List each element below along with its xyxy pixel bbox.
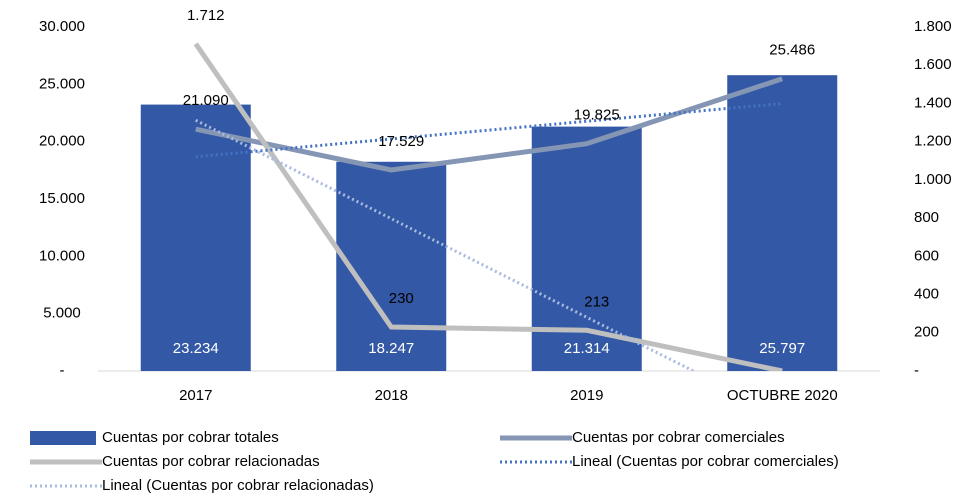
bar-label: 25.797	[759, 340, 805, 357]
y2-tick-label: 600	[914, 247, 939, 264]
line-label: 213	[584, 293, 609, 310]
y2-tick-label: -	[914, 362, 919, 379]
y-tick-label: -	[60, 362, 65, 379]
y2-tick-label: 400	[914, 286, 939, 303]
legend-swatch	[30, 431, 96, 445]
bar	[531, 126, 642, 372]
legend-item: Cuentas por cobrar relacionadas	[30, 453, 320, 470]
y-tick-label: 15.000	[39, 190, 85, 207]
x-tick-label: 2019	[570, 387, 603, 404]
x-tick-label: OCTUBRE 2020	[727, 387, 838, 404]
y2-tick-label: 1.800	[914, 18, 952, 35]
y2-tick-label: 1.200	[914, 133, 952, 150]
line	[193, 42, 783, 371]
line-label: 21.090	[183, 92, 229, 109]
legend-label: Cuentas por cobrar totales	[102, 429, 279, 446]
y-tick-label: 10.000	[39, 247, 85, 264]
line-label: 230	[389, 290, 414, 307]
legend-label: Lineal (Cuentas por cobrar comerciales)	[572, 453, 839, 470]
bar-label: 18.247	[368, 340, 414, 357]
y2-tick-label: 1.400	[914, 94, 952, 111]
line	[195, 76, 784, 173]
legend-item: Lineal (Cuentas por cobrar relacionadas)	[30, 477, 374, 494]
bar-label: 21.314	[564, 340, 610, 357]
bar	[140, 104, 251, 371]
line-label: 25.486	[769, 42, 815, 59]
legend-label: Cuentas por cobrar comerciales	[572, 429, 785, 446]
legend-label: Cuentas por cobrar relacionadas	[102, 453, 320, 470]
y-tick-label: 5.000	[43, 305, 81, 322]
legend-item: Cuentas por cobrar comerciales	[500, 429, 785, 446]
bar-label: 23.234	[173, 340, 219, 357]
trend-line	[195, 101, 783, 159]
line-label: 1.712	[187, 7, 225, 24]
x-tick-label: 2018	[375, 387, 408, 404]
legend-label: Lineal (Cuentas por cobrar relacionadas)	[102, 477, 374, 494]
y-tick-label: 20.000	[39, 133, 85, 150]
bar	[727, 75, 838, 371]
legend-item: Lineal (Cuentas por cobrar comerciales)	[500, 453, 839, 470]
y2-tick-label: 800	[914, 209, 939, 226]
y2-tick-label: 1.000	[914, 171, 952, 188]
y-tick-label: 25.000	[39, 75, 85, 92]
y2-tick-label: 1.600	[914, 56, 952, 73]
y2-tick-label: 200	[914, 324, 939, 341]
line-label: 17.529	[378, 133, 424, 150]
legend-item: Cuentas por cobrar totales	[30, 429, 279, 446]
x-tick-label: 2017	[179, 387, 212, 404]
line-label: 19.825	[574, 107, 620, 124]
bar	[336, 161, 447, 371]
y-tick-label: 30.000	[39, 18, 85, 35]
